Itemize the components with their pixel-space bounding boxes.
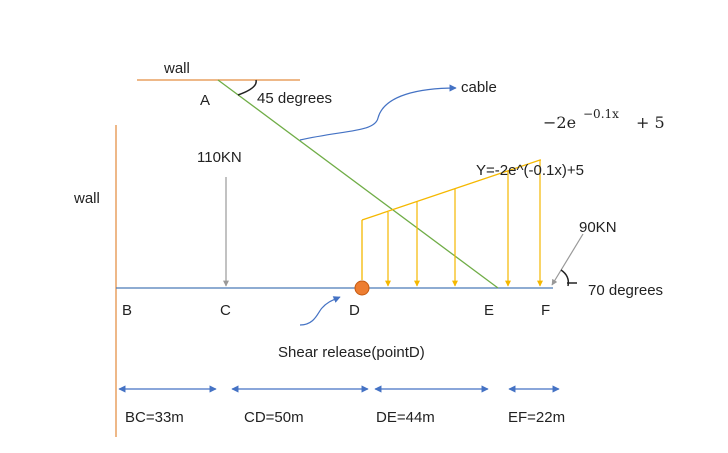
dimension-label-de: DE=44m	[376, 409, 435, 426]
load-f-label: 90KN	[579, 219, 617, 236]
load-c-label: 110KN	[197, 149, 242, 166]
formula-base: −2e	[543, 113, 576, 132]
dimension-label-cd: CD=50m	[244, 409, 304, 426]
dimension-label-ef: EF=22m	[508, 409, 565, 426]
load-equation-label: Y=-2e^(-0.1x)+5	[476, 162, 584, 179]
point-c-label: C	[220, 302, 231, 319]
cable-label: cable	[461, 79, 497, 96]
point-d-label: D	[349, 302, 360, 319]
angle-a-label: 45 degrees	[257, 90, 332, 107]
cable-callout-arrow	[299, 84, 457, 141]
shear-release-callout-arrow	[299, 296, 341, 326]
dimension-label-bc: BC=33m	[125, 409, 184, 426]
point-b-label: B	[122, 302, 132, 319]
cable-line	[217, 79, 499, 289]
top-wall-label: wall	[163, 60, 190, 77]
angle-f-label: 70 degrees	[588, 282, 663, 299]
shear-release-label: Shear release(pointD)	[278, 344, 425, 361]
shear-release-hinge	[354, 280, 370, 296]
formula-exponent: −0.1x	[583, 107, 619, 121]
left-wall-label: wall	[73, 190, 100, 207]
point-e-label: E	[484, 302, 494, 319]
angle-arc-f	[560, 269, 570, 287]
load-f-arrow	[551, 233, 584, 286]
point-f-label: F	[541, 302, 550, 319]
distributed-load	[361, 159, 543, 287]
load-formula: −2e −0.1x + 5	[543, 107, 665, 132]
point-a-label: A	[200, 92, 210, 109]
angle-arc-a	[237, 79, 257, 96]
formula-constant: + 5	[636, 113, 665, 132]
